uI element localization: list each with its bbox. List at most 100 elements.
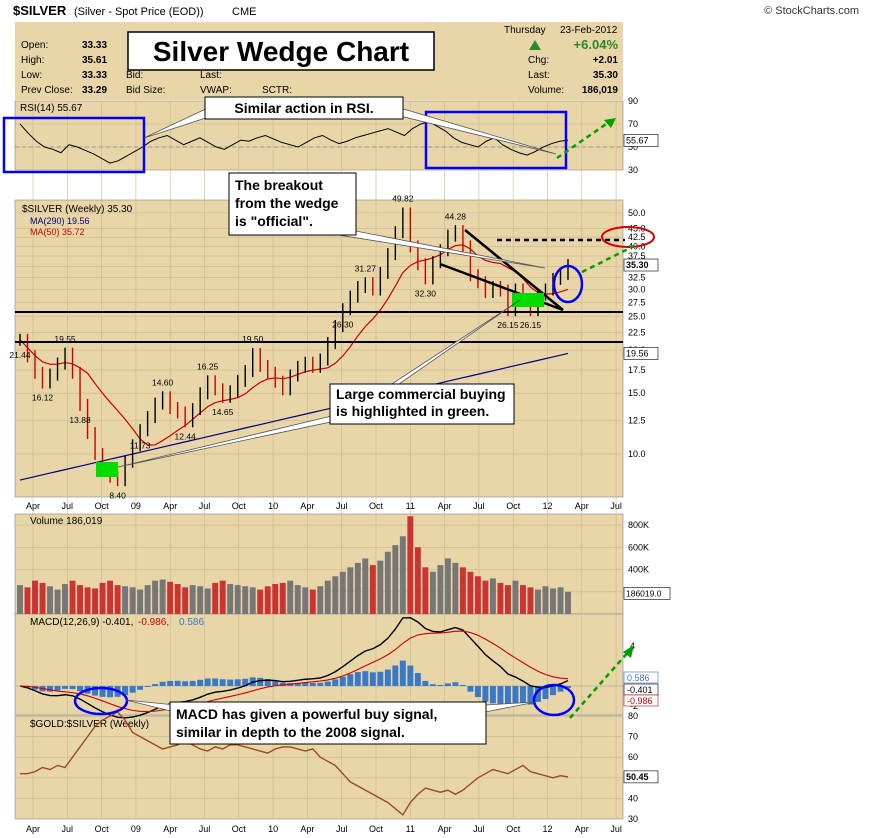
volume-bar [467,571,474,614]
volume-bar [47,586,53,614]
volume-bar [339,571,346,614]
rsi-callout-box-right [424,110,568,170]
price-panel-label: $SILVER (Weekly) 35.30 [22,204,133,215]
x-tick-label-bottom: Oct [232,824,247,834]
breakout-note-box [228,172,357,236]
ma290-last-value: 19.56 [626,348,649,358]
x-tick-label-bottom: Apr [300,824,314,834]
macd-histogram-bar [557,686,564,692]
volume-bar [122,586,129,614]
x-tick-label-bottom: 09 [131,824,141,834]
macd-histogram-bar [99,686,106,697]
volume-bar [152,580,159,614]
volume-bar [242,586,249,614]
volume-bar [535,589,541,614]
price-last-box [623,258,659,272]
rsi-last-value: 55.67 [626,135,649,145]
buying-note-line: Large commercial buying [336,386,506,402]
macd-histogram-bar [332,679,339,686]
macd-histogram-bar [182,681,189,686]
x-tick-label: 12 [542,501,552,511]
chg-value: +2.01 [593,55,619,66]
macd-histogram-bar [444,683,451,686]
macd-histogram-bar [294,682,301,686]
price-tick-label: 25.0 [628,312,646,322]
volume-bar [32,580,38,614]
volume-bar [62,584,69,614]
macd-histogram-bar [347,674,354,686]
last-label: Last: [528,70,550,81]
macd-histogram-bar [459,684,466,686]
x-tick-label: Apr [163,501,177,511]
volume-bar [17,585,23,614]
macd-projection-line [569,649,631,719]
macd-histogram-bar [482,686,489,702]
macd-histogram-bar [437,684,444,686]
x-tick-label-bottom: Oct [95,824,110,834]
x-tick-label: Jul [62,501,74,511]
volume-bar [24,587,31,614]
price-data-label: 16.12 [32,393,54,403]
volume-last-box [623,587,671,600]
macd-histogram-bar [489,686,496,704]
ratio-last-value: 50.45 [626,772,649,782]
buying-note-line: is highlighted in green. [336,403,489,419]
price-data-label: 8.40 [109,490,126,500]
ma290-line [19,352,569,481]
macd-histogram-bar [47,686,53,692]
volume-bar [167,581,174,614]
x-tick-label-bottom: 12 [542,824,552,834]
volume-bar [182,587,189,614]
volume-bar [219,580,226,614]
ratio-tick-label: 80 [628,711,638,721]
x-tick-label: Apr [575,501,589,511]
price-data-label: 19.50 [242,334,264,344]
x-tick-label: Apr [26,501,40,511]
volume-panel-label: Volume 186,019 [30,516,103,527]
macd-histogram-bar [542,686,549,699]
price-tick-label: 30.0 [628,284,646,294]
x-tick-label: 11 [406,501,415,511]
x-tick-label: Oct [232,501,247,511]
volume-bar [287,580,294,614]
price-data-label: 26.15 [520,320,542,330]
x-tick-label-bottom: Jul [336,824,348,834]
symbol-description: (Silver - Spot Price (EOD)) [74,6,204,18]
x-tick-label: 10 [268,501,278,511]
price-data-label: 16.25 [197,361,219,371]
volume-tick-label: 600K [628,542,649,552]
up-arrow-icon [529,40,541,50]
volume-bar [557,587,564,614]
chart-header: $SILVER (Silver - Spot Price (EOD)) CME … [0,0,870,100]
macd-histogram-bar [69,686,76,690]
macd-histogram-bar [197,679,204,686]
price-tick-label: 50.0 [628,208,646,218]
macd-histogram-bar [565,686,571,688]
x-tick-label-bottom: Apr [438,824,452,834]
volume-bar [444,558,451,614]
price-data-label: 13.88 [69,415,91,425]
symbol: $SILVER [13,3,67,18]
price-tick-label: 27.5 [628,297,646,307]
macd-histogram-bar [399,660,406,686]
volume-label: Volume: [528,85,564,96]
price-data-label: 26.15 [497,320,519,330]
macd-histogram-bar [339,676,346,686]
macd-histogram-bar [429,684,436,686]
rsi-projection-line [556,118,613,160]
high-label: High: [21,55,44,66]
macd-histogram-bar [392,665,399,686]
open-label: Open: [21,40,48,51]
volume-bar [512,580,519,614]
macd-histogram-bar [527,686,534,705]
ma290-label: MA(290) 19.56 [30,216,90,226]
x-tick-label-bottom: Jul [610,824,622,834]
high-value: 35.61 [82,55,107,66]
x-tick-label-bottom: Apr [163,824,177,834]
volume-bar [407,516,414,614]
macd-histogram-bar [279,682,286,686]
rsi-panel-label: RSI(14) 55.67 [20,103,83,114]
x-tick-label: Jul [199,501,211,511]
volume-bar [129,587,136,614]
volume-bar [294,585,301,614]
